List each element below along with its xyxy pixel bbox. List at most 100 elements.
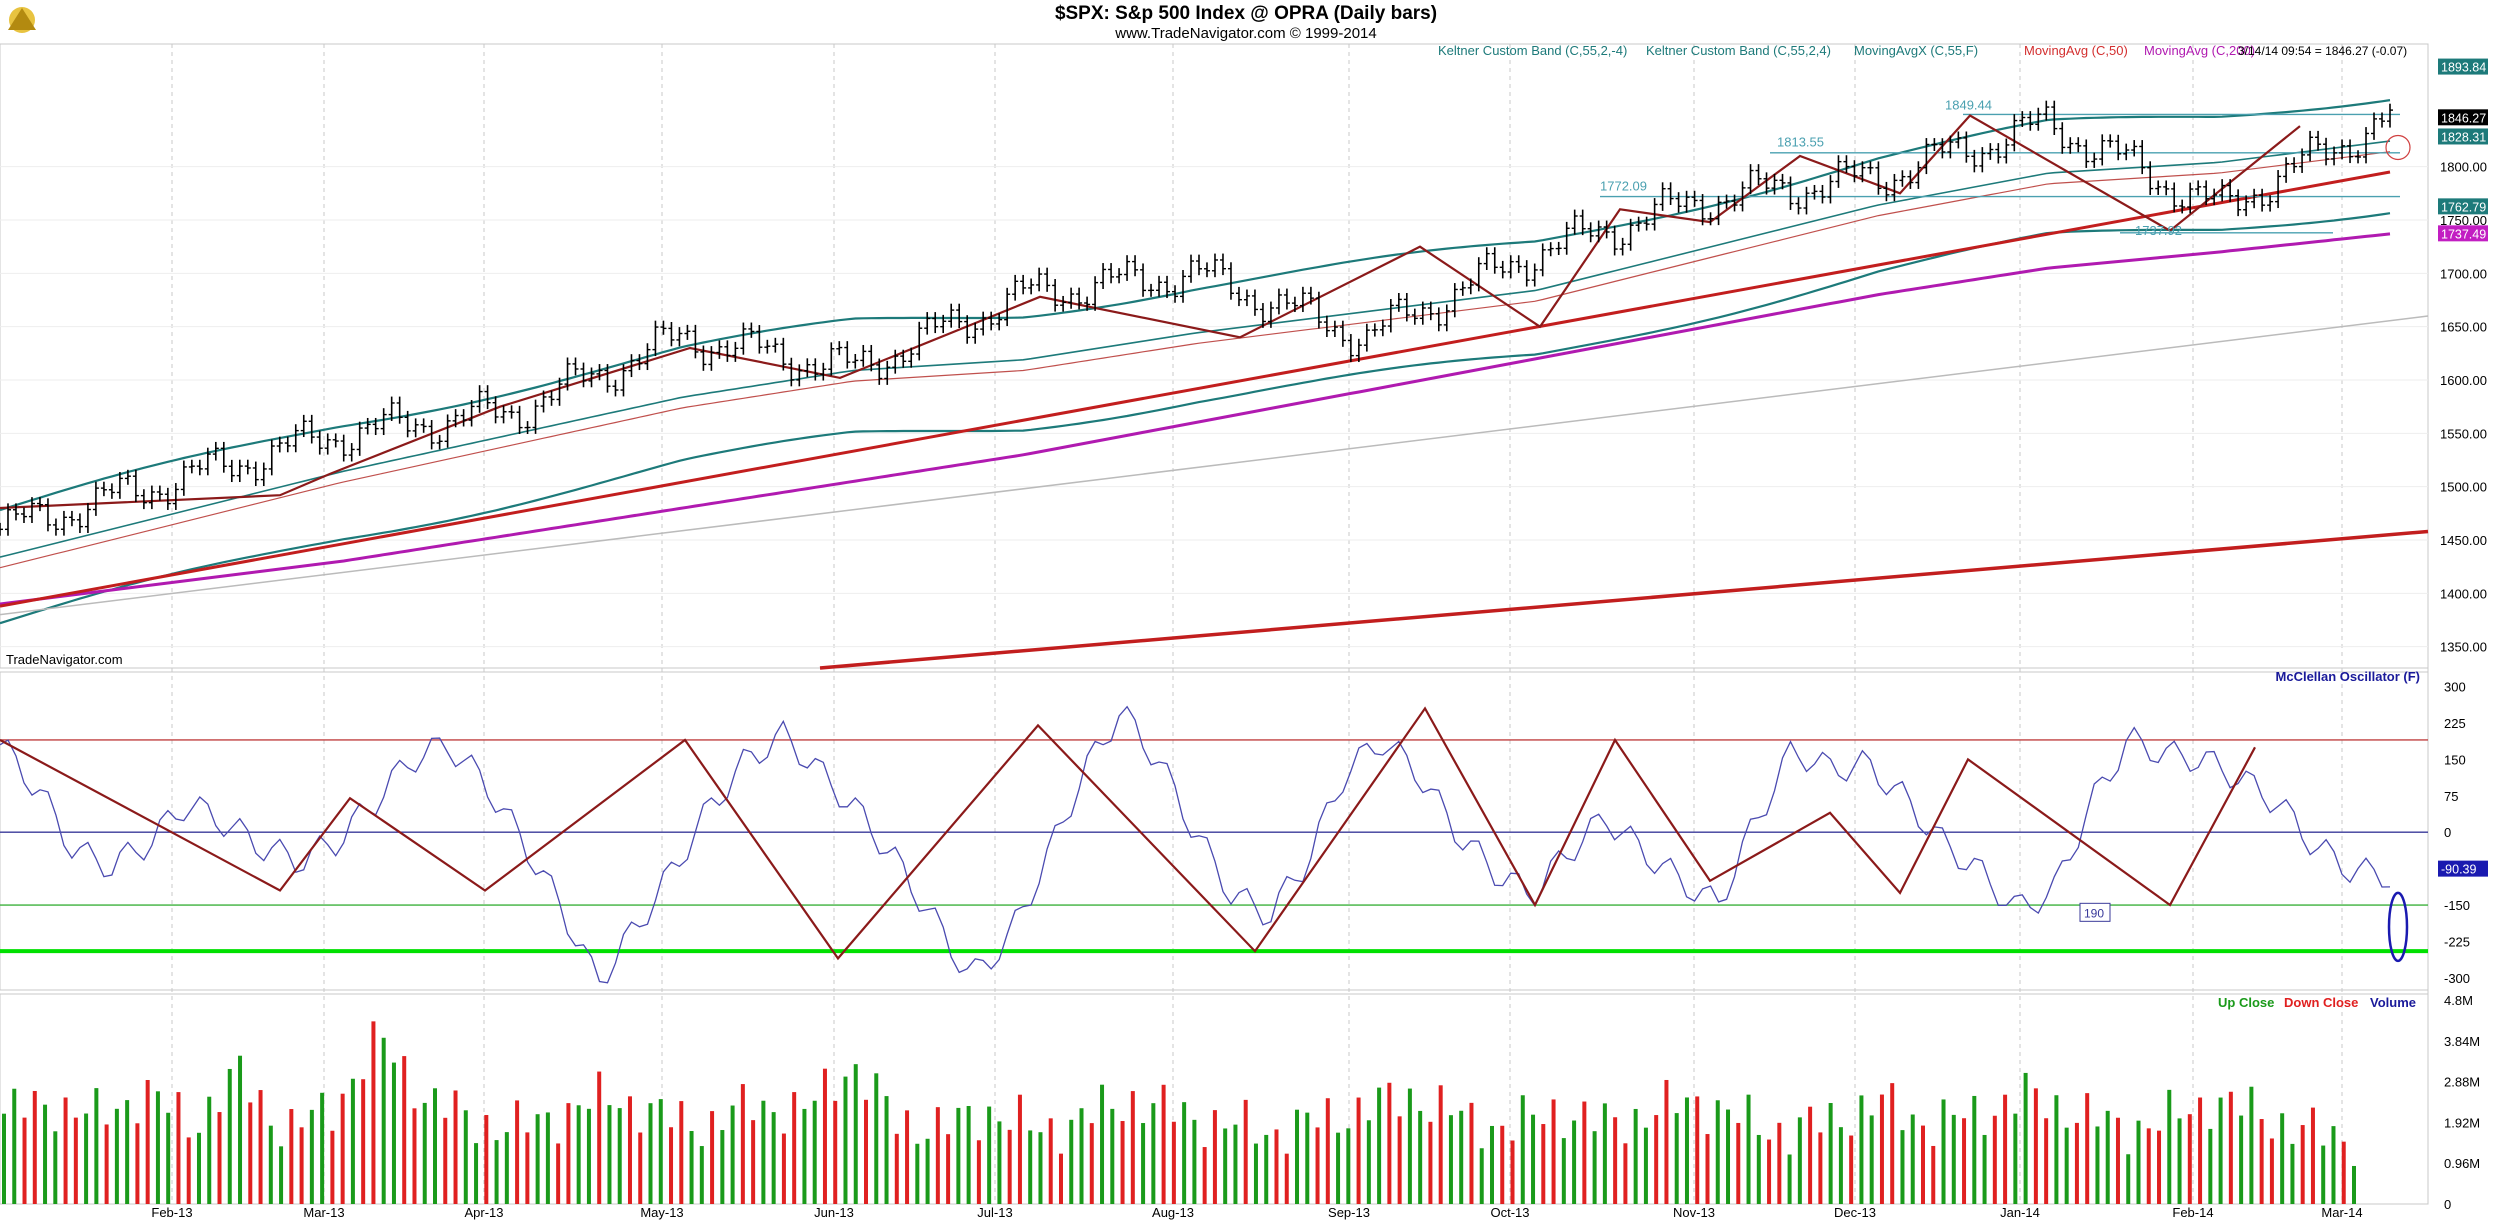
price-bar — [2163, 180, 2170, 196]
price-bar — [1188, 254, 1195, 283]
price-bar — [564, 357, 571, 391]
volume-bar — [1623, 1143, 1628, 1204]
price-bar — [884, 360, 891, 385]
volume-bar — [1130, 1091, 1135, 1204]
volume-bar — [1787, 1154, 1792, 1204]
volume-bar — [966, 1106, 971, 1204]
volume-bar — [1797, 1117, 1802, 1204]
volume-bar — [1962, 1118, 1967, 1204]
volume-bar — [2033, 1088, 2038, 1204]
volume-bar — [1561, 1138, 1566, 1204]
price-bar — [1715, 195, 1722, 226]
volume-bar — [1469, 1102, 1474, 1204]
price-bar — [1259, 303, 1266, 328]
price-bar — [1659, 182, 1666, 211]
volume-bar — [1346, 1128, 1351, 1204]
price-bar — [1939, 138, 1946, 159]
price-bar — [2171, 182, 2178, 213]
price-bar — [668, 321, 675, 347]
price-bar — [932, 312, 939, 334]
price-legend-item: MovingAvgX (C,55,F) — [1854, 43, 1978, 58]
price-bar — [1052, 279, 1059, 312]
volume-bar — [1171, 1121, 1176, 1204]
trendline-red-lower — [819, 529, 2429, 670]
price-bar — [156, 485, 163, 501]
price-bar — [964, 315, 971, 344]
price-bar — [2059, 122, 2066, 154]
volume-bar — [617, 1108, 622, 1204]
price-tag-text: 1762.79 — [2441, 200, 2486, 214]
price-bar — [620, 364, 627, 397]
volume-bar — [853, 1064, 858, 1204]
price-tag-box — [2438, 58, 2488, 75]
volume-bar — [371, 1021, 376, 1204]
price-bar — [1387, 299, 1394, 333]
price-bar — [1275, 288, 1282, 315]
volume-bar — [1253, 1143, 1258, 1204]
price-bar — [0, 522, 3, 536]
volume-bar — [556, 1143, 561, 1204]
volume-bar — [843, 1076, 848, 1204]
price-bar — [332, 433, 339, 448]
price-bar — [540, 390, 547, 413]
volume-bar — [689, 1131, 694, 1204]
price-bar — [2211, 188, 2218, 206]
price-bar — [788, 357, 795, 387]
price-bar — [204, 447, 211, 476]
price-bar — [2091, 152, 2098, 168]
price-bar — [452, 409, 459, 428]
volume-axis-label: 2.88M — [2444, 1075, 2480, 1090]
volume-bar — [669, 1127, 674, 1204]
volume-bar — [463, 1110, 468, 1204]
price-bar — [1835, 155, 1842, 188]
price-bar — [1092, 276, 1099, 311]
volume-bar — [1243, 1099, 1248, 1204]
price-axis-label: 1400.00 — [2440, 586, 2487, 601]
price-tag-text: 1893.84 — [2441, 61, 2486, 75]
price-bar — [1403, 292, 1410, 322]
volume-bar — [935, 1107, 940, 1204]
volume-bar — [802, 1108, 807, 1204]
volume-bar — [125, 1100, 130, 1204]
mcclellan-oscillator-line — [0, 705, 2391, 984]
price-bar — [1164, 275, 1171, 299]
volume-bar — [145, 1079, 150, 1204]
moving-avg-200 — [0, 232, 2391, 606]
price-bar — [1411, 308, 1418, 325]
x-tick-label: Mar-14 — [2321, 1205, 2362, 1220]
price-bar — [236, 459, 243, 483]
volume-bar — [248, 1102, 253, 1204]
volume-bar — [381, 1037, 386, 1204]
price-axis-label: 1700.00 — [2440, 266, 2487, 281]
price-bar — [1883, 181, 1890, 202]
price-bar — [2315, 130, 2322, 151]
volume-bar — [1736, 1122, 1741, 1204]
price-bar — [1547, 242, 1554, 257]
price-bar — [1667, 182, 1674, 205]
price-bar — [1195, 254, 1202, 276]
price-bar — [2107, 134, 2114, 148]
volume-bar — [2228, 1091, 2233, 1204]
volume-bar — [207, 1096, 212, 1204]
price-bar — [1979, 147, 1986, 173]
price-bar — [1819, 184, 1826, 204]
price-legend-item: MovingAvg (C,200) — [2144, 43, 2255, 58]
x-tick-label: Jun-13 — [814, 1205, 854, 1220]
osc-box-annotation — [2079, 902, 2111, 922]
price-bar — [1803, 186, 1810, 215]
price-bar — [1995, 143, 2002, 164]
volume-bar — [155, 1091, 160, 1204]
volume-bar — [2331, 1126, 2336, 1204]
price-bar — [956, 303, 963, 328]
price-bar — [1843, 155, 1850, 173]
volume-bar — [1777, 1122, 1782, 1204]
volume-bar — [1315, 1127, 1320, 1204]
volume-bar — [864, 1099, 869, 1204]
volume-bar — [196, 1132, 201, 1204]
volume-bar — [227, 1068, 232, 1204]
price-bar — [1643, 216, 1650, 231]
price-bar — [4, 503, 11, 536]
osc-value-tag-text: -90.39 — [2441, 863, 2476, 877]
volume-bar — [956, 1107, 961, 1204]
price-bar — [2083, 139, 2090, 168]
